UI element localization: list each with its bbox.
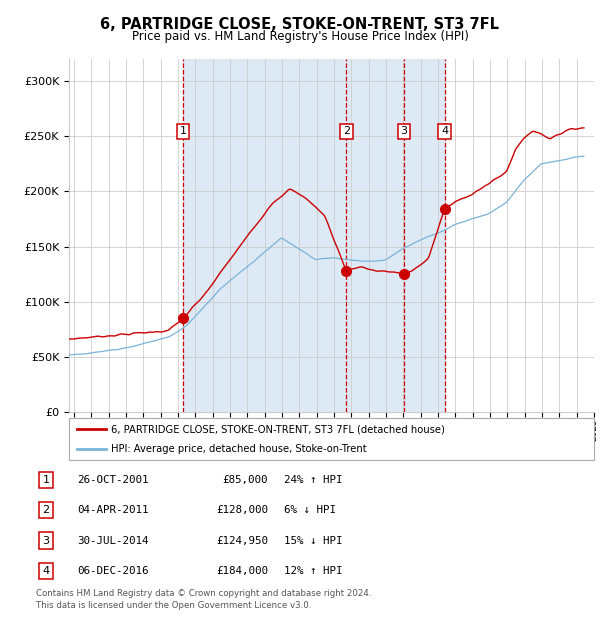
Text: 15% ↓ HPI: 15% ↓ HPI <box>284 536 343 546</box>
Text: 26-OCT-2001: 26-OCT-2001 <box>77 475 149 485</box>
Text: 2: 2 <box>343 126 350 136</box>
Text: £184,000: £184,000 <box>216 566 268 576</box>
Text: 3: 3 <box>43 536 49 546</box>
Text: 2: 2 <box>43 505 49 515</box>
Text: 12% ↑ HPI: 12% ↑ HPI <box>284 566 343 576</box>
Text: 24% ↑ HPI: 24% ↑ HPI <box>284 475 343 485</box>
Text: 04-APR-2011: 04-APR-2011 <box>77 505 149 515</box>
Text: 6, PARTRIDGE CLOSE, STOKE-ON-TRENT, ST3 7FL: 6, PARTRIDGE CLOSE, STOKE-ON-TRENT, ST3 … <box>101 17 499 32</box>
Bar <box>183 59 445 412</box>
Text: 30-JUL-2014: 30-JUL-2014 <box>77 536 149 546</box>
Text: Contains HM Land Registry data © Crown copyright and database right 2024.: Contains HM Land Registry data © Crown c… <box>36 589 371 598</box>
Text: HPI: Average price, detached house, Stoke-on-Trent: HPI: Average price, detached house, Stok… <box>111 444 367 454</box>
Text: Price paid vs. HM Land Registry's House Price Index (HPI): Price paid vs. HM Land Registry's House … <box>131 30 469 43</box>
Text: 06-DEC-2016: 06-DEC-2016 <box>77 566 149 576</box>
Text: This data is licensed under the Open Government Licence v3.0.: This data is licensed under the Open Gov… <box>36 601 311 611</box>
Text: 1: 1 <box>179 126 187 136</box>
Text: 4: 4 <box>43 566 49 576</box>
Text: 1: 1 <box>43 475 49 485</box>
FancyBboxPatch shape <box>69 418 594 460</box>
Text: £128,000: £128,000 <box>216 505 268 515</box>
Text: £85,000: £85,000 <box>223 475 268 485</box>
Text: 6, PARTRIDGE CLOSE, STOKE-ON-TRENT, ST3 7FL (detached house): 6, PARTRIDGE CLOSE, STOKE-ON-TRENT, ST3 … <box>111 424 445 434</box>
Text: 3: 3 <box>401 126 407 136</box>
Text: 6% ↓ HPI: 6% ↓ HPI <box>284 505 337 515</box>
Text: £124,950: £124,950 <box>216 536 268 546</box>
Text: 4: 4 <box>441 126 448 136</box>
